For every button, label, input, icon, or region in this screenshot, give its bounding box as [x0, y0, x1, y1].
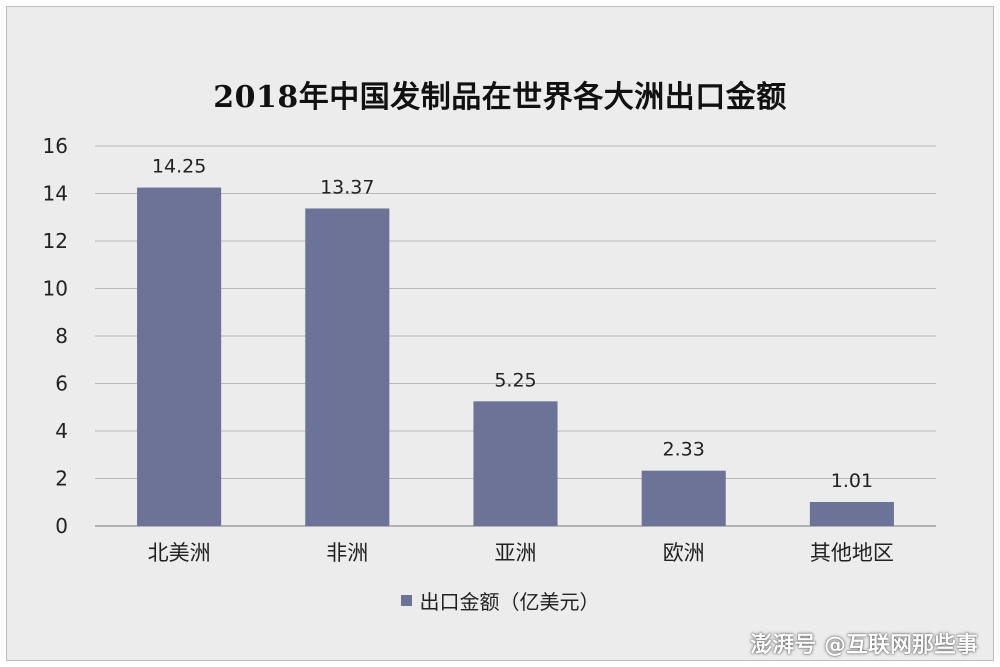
watermark-text: @互联网那些事 [823, 633, 978, 658]
data-label: 13.37 [320, 176, 374, 198]
bar [305, 208, 390, 526]
x-tick-label: 其他地区 [810, 541, 894, 565]
y-tick-label: 14 [43, 182, 68, 206]
data-label: 1.01 [831, 470, 873, 492]
x-tick-label: 非洲 [326, 541, 368, 565]
legend-label: 出口金额（亿美元） [419, 590, 600, 614]
y-tick-label: 16 [43, 134, 68, 158]
watermark: 澎湃号 @互联网那些事 [750, 627, 978, 659]
legend-swatch [400, 595, 412, 606]
bar [137, 187, 222, 526]
x-tick-label: 欧洲 [663, 541, 705, 565]
y-tick-label: 8 [55, 324, 68, 348]
bar [641, 470, 726, 526]
data-label: 2.33 [663, 439, 705, 461]
bar [473, 401, 558, 526]
data-label: 5.25 [494, 369, 536, 391]
chart-legend: 出口金额（亿美元） [0, 586, 1000, 615]
x-tick-label: 北美洲 [148, 541, 211, 565]
watermark-logo: 澎湃号 [750, 633, 817, 658]
y-tick-label: 4 [55, 419, 68, 443]
chart-title: 2018年中国发制品在世界各大洲出口金额 [213, 80, 787, 115]
y-tick-label: 12 [43, 229, 68, 253]
bar [809, 502, 894, 526]
y-tick-label: 2 [55, 467, 68, 491]
y-tick-label: 0 [55, 514, 68, 538]
data-label: 14.25 [152, 156, 206, 178]
x-tick-label: 亚洲 [495, 541, 537, 565]
y-tick-label: 6 [55, 372, 68, 396]
y-tick-label: 10 [43, 277, 68, 301]
